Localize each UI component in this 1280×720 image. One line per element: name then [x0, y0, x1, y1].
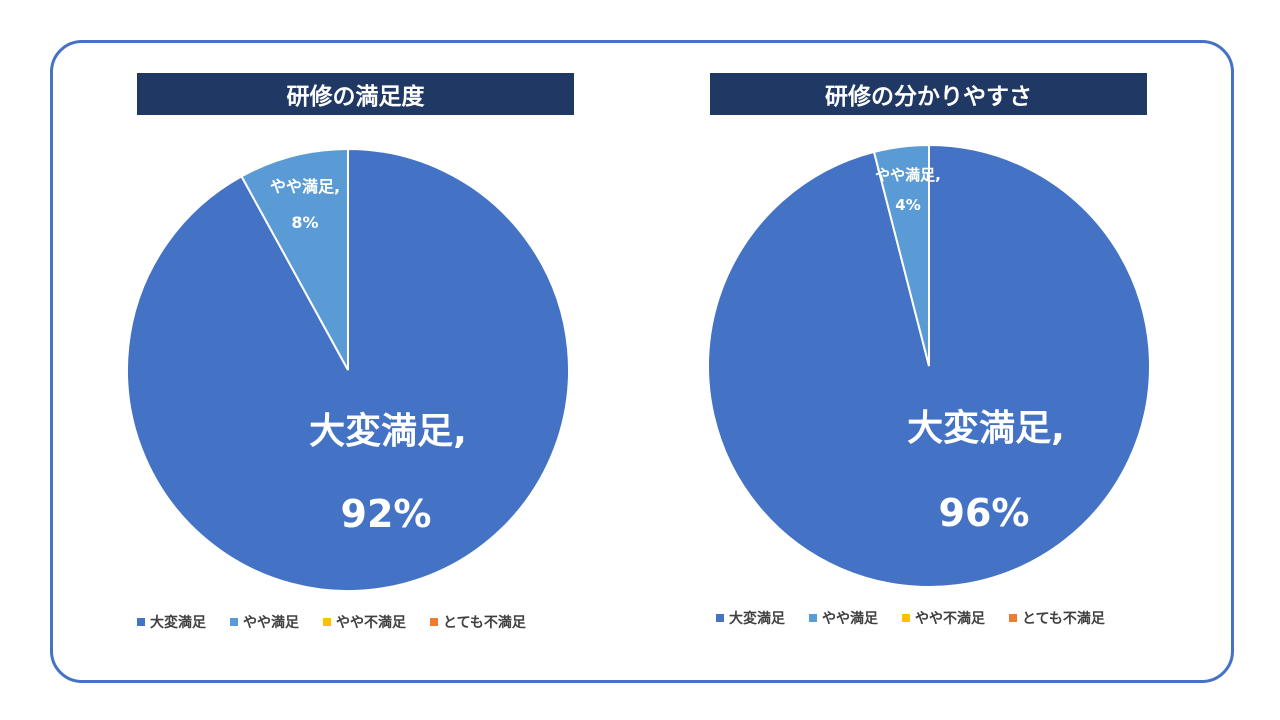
data-label-value-daihen-satisfaction: 92% — [341, 492, 432, 536]
legend-label: やや不満足 — [336, 615, 406, 631]
pie-slice-satisfaction-1 — [240, 147, 349, 371]
legend-label: やや満足 — [822, 611, 878, 627]
data-label-value-yaya-clarity: 4% — [895, 196, 920, 214]
legend-label: やや満足 — [243, 615, 299, 631]
legend-clarity: 大変満足 やや満足 やや不満足 とても不満足 — [716, 608, 1105, 628]
legend-swatch — [230, 618, 238, 626]
legend-swatch — [716, 614, 724, 622]
legend-swatch — [809, 614, 817, 622]
legend-swatch — [902, 614, 910, 622]
legend-swatch — [1009, 614, 1017, 622]
legend-label: 大変満足 — [150, 615, 206, 631]
pie-slice-clarity-1 — [872, 143, 930, 367]
data-label-name-yaya-clarity: やや満足, — [875, 166, 941, 184]
legend-label: とても不満足 — [443, 615, 526, 631]
legend-item: やや不満足 — [902, 608, 985, 628]
legend-item: 大変満足 — [716, 608, 785, 628]
legend-label: とても不満足 — [1022, 611, 1105, 627]
pie-slice-satisfaction-0 — [126, 147, 570, 592]
content-frame — [50, 40, 1234, 683]
legend-swatch — [430, 618, 438, 626]
legend-swatch — [137, 618, 145, 626]
legend-item: とても不満足 — [430, 612, 526, 632]
legend-satisfaction: 大変満足 やや満足 やや不満足 とても不満足 — [137, 612, 526, 632]
data-label-value-yaya-satisfaction: 8% — [291, 213, 318, 232]
legend-item: やや満足 — [230, 612, 299, 632]
legend-label: 大変満足 — [729, 611, 785, 627]
legend-swatch — [323, 618, 331, 626]
chart-title-clarity: 研修の分かりやすさ — [710, 73, 1147, 115]
legend-label: やや不満足 — [915, 611, 985, 627]
data-label-name-daihen-clarity: 大変満足, — [907, 407, 1065, 449]
legend-item: やや満足 — [809, 608, 878, 628]
chart-title-satisfaction: 研修の満足度 — [137, 73, 574, 115]
data-label-name-daihen-satisfaction: 大変満足, — [309, 410, 467, 452]
data-label-name-yaya-satisfaction: やや満足, — [270, 177, 340, 196]
legend-item: やや不満足 — [323, 612, 406, 632]
legend-item: 大変満足 — [137, 612, 206, 632]
legend-item: とても不満足 — [1009, 608, 1105, 628]
data-label-value-daihen-clarity: 96% — [939, 491, 1030, 535]
